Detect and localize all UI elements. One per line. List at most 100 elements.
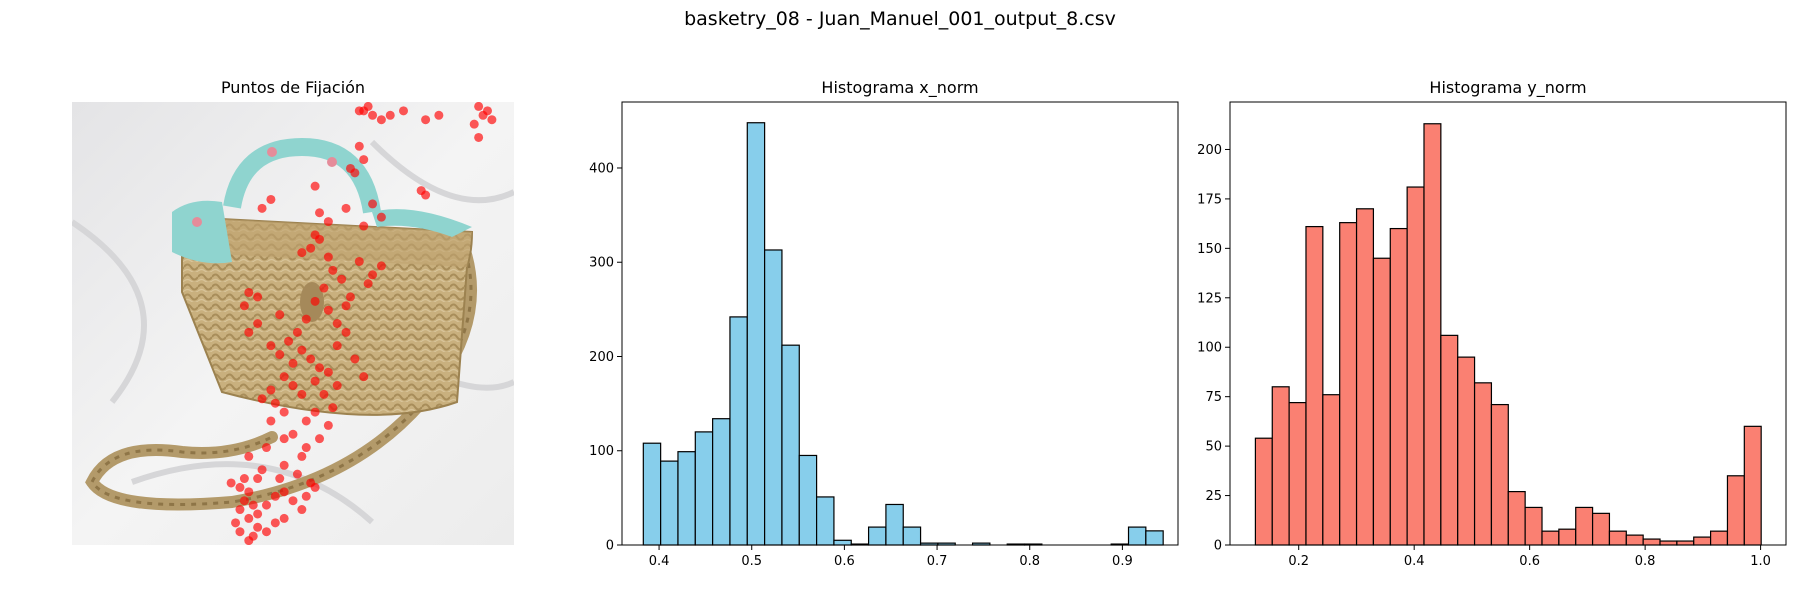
fixation-point <box>253 522 263 532</box>
fixation-point <box>297 451 307 461</box>
fixation-point <box>261 443 271 453</box>
fixation-point <box>279 434 289 444</box>
fixation-point <box>297 248 307 258</box>
fixation-point <box>244 451 254 461</box>
fixation-point <box>261 500 271 510</box>
fixation-point <box>350 168 360 178</box>
basket-photo <box>72 102 514 545</box>
fixation-point <box>244 487 254 497</box>
fixation-point <box>323 252 333 262</box>
x-tick-label: 0.2 <box>1288 554 1309 569</box>
histogram-bar <box>1355 208 1375 546</box>
fixation-point <box>231 518 241 528</box>
histogram-bar <box>815 496 835 546</box>
fixation-point <box>239 496 249 506</box>
histogram-bar <box>1127 526 1147 546</box>
fixation-point <box>319 389 329 399</box>
fixation-point <box>469 119 479 129</box>
fixation-point <box>421 190 431 200</box>
fixation-point <box>288 496 298 506</box>
y-tick-label: 400 <box>589 161 614 176</box>
histogram-bar <box>1339 222 1358 546</box>
fixation-point <box>279 407 289 417</box>
fixation-point <box>319 283 329 293</box>
fixation-point <box>292 327 302 337</box>
fixation-point <box>474 102 484 111</box>
x-tick-label: 0.5 <box>741 554 762 569</box>
fixation-point <box>306 243 316 253</box>
fixation-point <box>359 155 369 165</box>
x-tick-label: 0.6 <box>834 554 855 569</box>
histogram-bar <box>1440 334 1459 546</box>
histogram-bar <box>746 122 766 546</box>
fixation-point <box>270 518 280 528</box>
fixation-point <box>257 394 267 404</box>
fixation-point <box>253 319 263 328</box>
y-tick-label: 75 <box>1205 390 1222 405</box>
fixation-point <box>301 491 311 501</box>
x-tick-label: 0.7 <box>927 554 948 569</box>
fixation-point <box>376 115 386 125</box>
histogram-x-norm: 0.4 0.5 0.6 0.7 0.8 0.9 0 100 200 300 400 <box>589 101 1179 569</box>
fixation-point <box>257 465 267 475</box>
histogram-bar <box>1608 530 1627 546</box>
histogram-bar <box>677 451 696 546</box>
axes-frame <box>621 101 1179 546</box>
fixation-point <box>332 319 342 328</box>
y-tick-label: 0 <box>606 539 614 554</box>
fixation-point <box>275 474 285 484</box>
fixation-point <box>266 341 276 351</box>
fixation-point <box>310 407 320 417</box>
fixation-point <box>354 141 364 151</box>
x-tick-label: 1.0 <box>1750 554 1771 569</box>
histogram-bar <box>1145 530 1164 546</box>
fixation-point <box>354 256 364 266</box>
histogram-bar <box>781 344 800 546</box>
fixation-point <box>279 372 289 382</box>
y-tick-label: 200 <box>1197 143 1222 158</box>
fixation-point <box>306 354 316 364</box>
histogram-bar <box>1507 491 1526 546</box>
fixation-point <box>248 531 258 541</box>
fixation-point <box>279 460 289 470</box>
fixation-point <box>279 513 289 523</box>
y-tick-label: 125 <box>1197 291 1222 306</box>
x-tick-label: 0.4 <box>649 554 670 569</box>
x-tick-label: 0.8 <box>1635 554 1656 569</box>
fixation-point <box>376 212 386 222</box>
fixation-point <box>399 106 408 116</box>
histogram-bar <box>971 542 991 546</box>
fixation-point <box>275 310 285 320</box>
fixation-point <box>487 115 497 125</box>
fixation-point <box>385 110 395 120</box>
histogram-bar <box>1372 257 1391 546</box>
histogram-bar <box>1642 538 1661 546</box>
histogram-bar <box>694 431 714 546</box>
fixation-point <box>323 367 333 377</box>
fixation-point <box>244 327 254 337</box>
axes-frame <box>1229 101 1787 546</box>
fixation-point <box>257 203 267 213</box>
histogram-bar <box>1575 506 1594 546</box>
fixation-point <box>363 279 373 289</box>
fixation-point <box>310 296 320 306</box>
histogram-bar <box>1524 506 1543 546</box>
fixation-point <box>328 403 338 413</box>
fixation-point <box>310 482 320 492</box>
fixation-point <box>350 354 360 364</box>
histogram-bar <box>1473 382 1493 546</box>
histogram-bar <box>1676 540 1695 546</box>
histogram-bar <box>1288 402 1307 546</box>
hist-y-title: Histograma y_norm <box>1429 78 1587 97</box>
fixation-point <box>359 372 369 382</box>
fixation-point <box>275 350 285 360</box>
fixation-point <box>261 527 271 537</box>
fixation-point <box>288 429 298 439</box>
fixation-point <box>345 292 355 302</box>
histogram-bar <box>1023 543 1043 546</box>
x-tick-label: 0.8 <box>1019 554 1040 569</box>
fixation-point <box>244 513 254 523</box>
histogram-bar <box>660 460 679 546</box>
histogram-bar <box>764 249 783 546</box>
histogram-bar <box>798 454 818 546</box>
